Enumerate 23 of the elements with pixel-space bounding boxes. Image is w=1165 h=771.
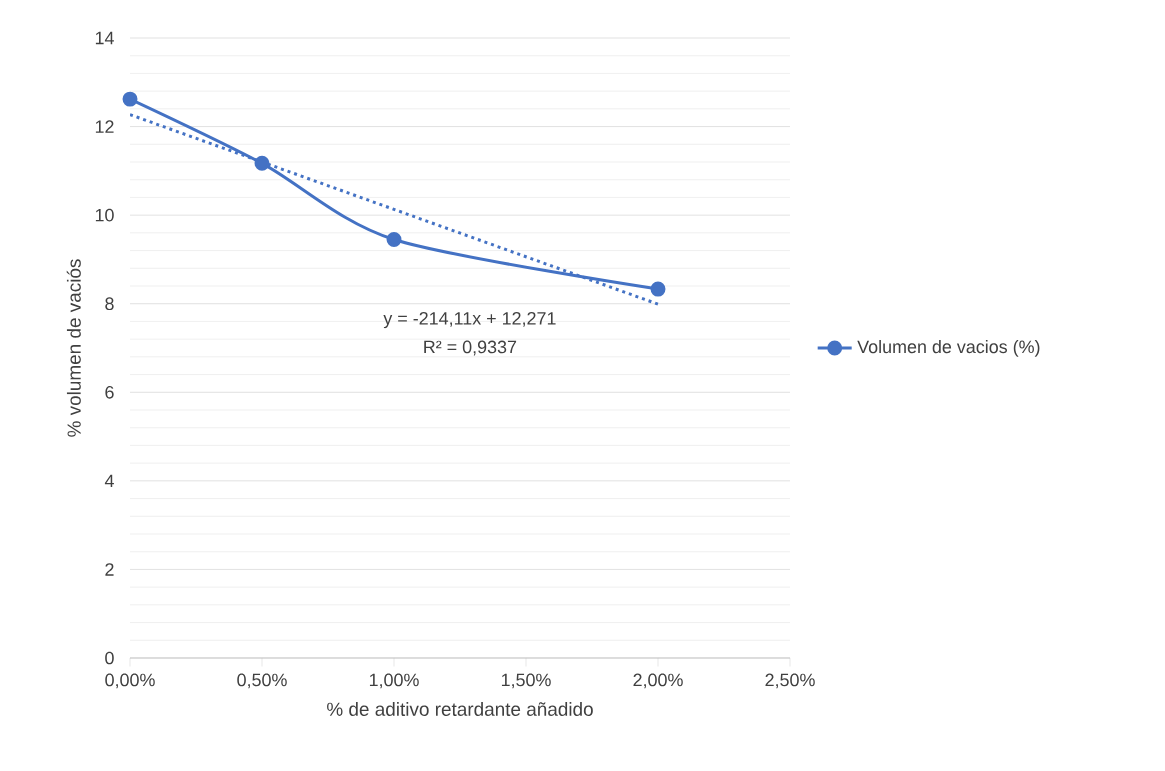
point (386, 232, 402, 247)
y-tick-label: 0 (105, 651, 114, 665)
annotation: y = -214,11x + 12,271 (383, 311, 556, 329)
x-tick-label: 0,50% (237, 673, 287, 689)
y-tick-label: 14 (95, 31, 114, 45)
legend-label: Volumen de vacios (%) (857, 340, 1040, 357)
x-tick-label: 2,50% (765, 673, 815, 689)
point (650, 281, 666, 297)
y-tick-label: 8 (105, 297, 114, 311)
point (254, 155, 270, 171)
x-tick-label: 0,00% (105, 673, 155, 689)
x-tick-label: 1,00% (369, 673, 419, 689)
x-tick-label: 2,00% (633, 673, 683, 689)
y-tick-label: 6 (105, 385, 114, 399)
y-axis-title: % volumen de vaciós (66, 259, 81, 437)
x-tick-label: 1,50% (501, 673, 551, 689)
y-tick-label: 4 (104, 474, 114, 488)
y-tick-label: 2 (105, 563, 114, 576)
annotation: R² = 0,9337 (424, 340, 517, 356)
x-axis-title: % de aditivo retardante añadido (327, 702, 593, 716)
point (122, 91, 138, 107)
y-tick-label: 10 (95, 208, 114, 222)
y-tick-label: 12 (95, 120, 114, 133)
